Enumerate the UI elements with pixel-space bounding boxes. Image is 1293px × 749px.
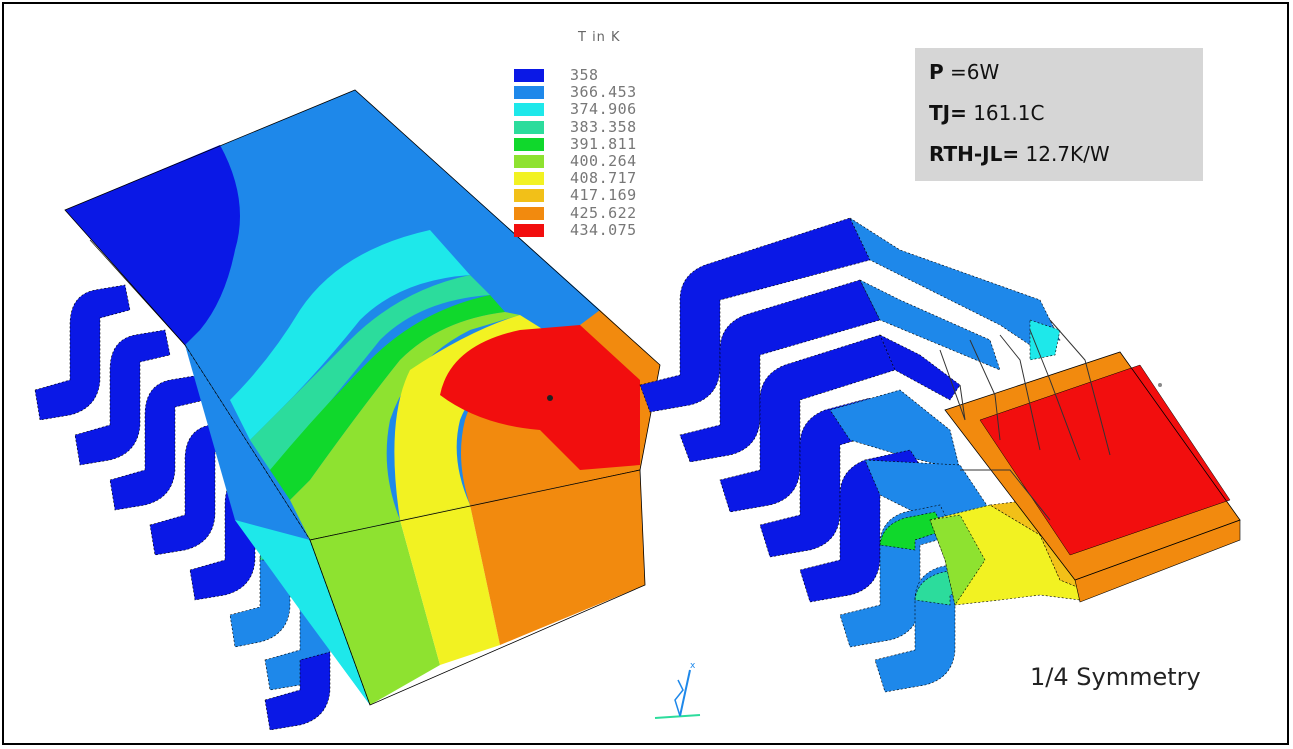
legend-entry: 425.622 [500,204,700,222]
legend-title: T in K [578,30,621,45]
legend-swatch [514,137,544,151]
legend-value: 374.906 [570,100,637,119]
junction-temp-value: 161.1C [966,101,1045,125]
left-package-front-face [184,344,646,706]
legend-swatch [514,223,544,237]
legend-entry: 366.453 [500,83,700,101]
coordinate-axes-icon: x [654,661,701,719]
legend-entry: 383.358 [500,118,700,136]
legend-swatch [514,189,544,203]
power-value: =6W [943,60,1000,84]
legend-entry: 408.717 [500,169,700,187]
legend-entry: 391.811 [500,135,700,153]
legend-swatch [514,206,544,220]
svg-text:x: x [690,661,696,671]
legend-entry: 400.264 [500,152,700,170]
thermal-info-box: P =6W TJ= 161.1C RTH-JL= 12.7K/W [915,48,1203,181]
power-line: P =6W [929,60,999,84]
legend-value: 408.717 [570,169,637,188]
junction-temp-line: TJ= 161.1C [929,101,1044,125]
power-symbol: P [929,60,944,84]
legend-entry: 358 [500,66,700,84]
thermal-resistance-symbol: RTH-JL= [929,142,1020,166]
symmetry-label: 1/4 Symmetry [1030,663,1201,691]
legend-swatch [514,86,544,100]
legend-value: 383.358 [570,117,637,136]
legend-value: 400.264 [570,152,637,170]
thermal-resistance-line: RTH-JL= 12.7K/W [929,142,1110,166]
legend-value: 358 [570,66,599,84]
left-package-leads [34,284,346,731]
right-die-pad [944,351,1241,603]
left-package-top-face [64,89,661,541]
legend-value: 425.622 [570,203,637,222]
thermal-resistance-value: 12.7K/W [1019,142,1110,166]
legend-entry: 374.906 [500,100,700,118]
right-leadframe [639,217,1086,693]
legend-swatch [514,120,544,134]
legend-value: 434.075 [570,220,637,239]
legend-value: 391.811 [570,134,637,153]
legend-swatch [514,103,544,117]
legend-entry: 434.075 [500,221,700,239]
left-package [34,89,661,731]
legend-swatch [514,172,544,186]
legend-value: 366.453 [570,83,637,102]
junction-temp-symbol: TJ= [929,101,967,125]
legend-swatch [514,155,544,168]
legend-swatch [514,69,544,82]
legend-value: 417.169 [570,186,637,205]
legend-entry: 417.169 [500,186,700,204]
bond-wires [939,319,1111,521]
